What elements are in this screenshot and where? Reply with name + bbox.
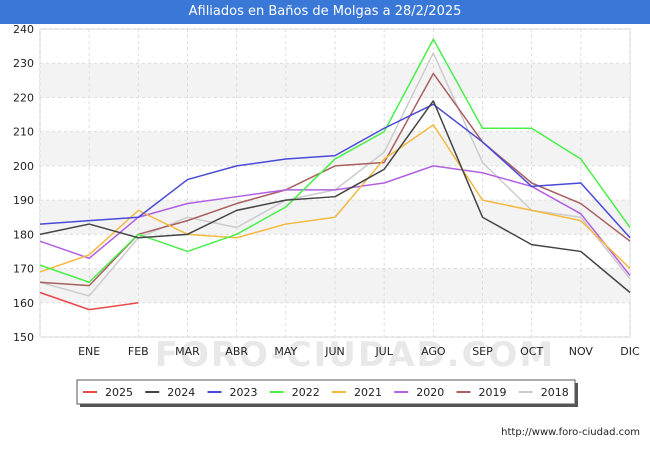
- y-tick-label: 170: [13, 263, 34, 276]
- y-tick-label: 150: [13, 331, 34, 344]
- y-tick-label: 230: [13, 57, 34, 70]
- x-tick-label: AGO: [421, 345, 446, 358]
- x-tick-label: MAY: [274, 345, 297, 358]
- series-line-2021: [39, 124, 631, 273]
- chart-title: Afiliados en Baños de Molgas a 28/2/2025: [0, 0, 650, 24]
- y-tick-label: 190: [13, 194, 34, 207]
- x-tick-label: DIC: [620, 345, 640, 358]
- y-tick-label: 180: [13, 228, 34, 241]
- series-line-2024: [39, 100, 631, 294]
- y-tick-label: 200: [13, 160, 34, 173]
- watermark-text: FORO-CIUDAD.COM: [155, 335, 556, 375]
- legend-label-2018: 2018: [541, 386, 569, 399]
- grid-band: [40, 131, 630, 166]
- legend-label-2024: 2024: [167, 386, 195, 399]
- legend-label-2019: 2019: [479, 386, 507, 399]
- x-tick-label: NOV: [569, 345, 594, 358]
- y-tick-label: 210: [13, 126, 34, 139]
- legend-label-2020: 2020: [416, 386, 444, 399]
- legend-label-2022: 2022: [292, 386, 320, 399]
- source-url: http://www.foro-ciudad.com: [501, 427, 640, 438]
- grid-band: [40, 268, 630, 303]
- legend-label-2025: 2025: [105, 386, 133, 399]
- grid-band: [40, 63, 630, 98]
- legend-label-2021: 2021: [354, 386, 382, 399]
- y-tick-label: 240: [13, 23, 34, 36]
- y-tick-label: 160: [13, 297, 34, 310]
- series-line-2025: [39, 291, 139, 311]
- x-tick-label: FEB: [128, 345, 149, 358]
- legend-box: [76, 379, 576, 405]
- x-tick-label: MAR: [175, 345, 200, 358]
- y-tick-label: 220: [13, 91, 34, 104]
- x-tick-label: ENE: [78, 345, 100, 358]
- series-line-2023: [39, 103, 631, 239]
- x-tick-label: JUL: [374, 345, 393, 358]
- legend-label-2023: 2023: [230, 386, 258, 399]
- x-tick-label: JUN: [324, 345, 345, 358]
- x-tick-label: SEP: [472, 345, 493, 358]
- x-tick-label: ABR: [225, 345, 248, 358]
- x-tick-label: OCT: [520, 345, 543, 358]
- series-line-2022: [39, 38, 631, 283]
